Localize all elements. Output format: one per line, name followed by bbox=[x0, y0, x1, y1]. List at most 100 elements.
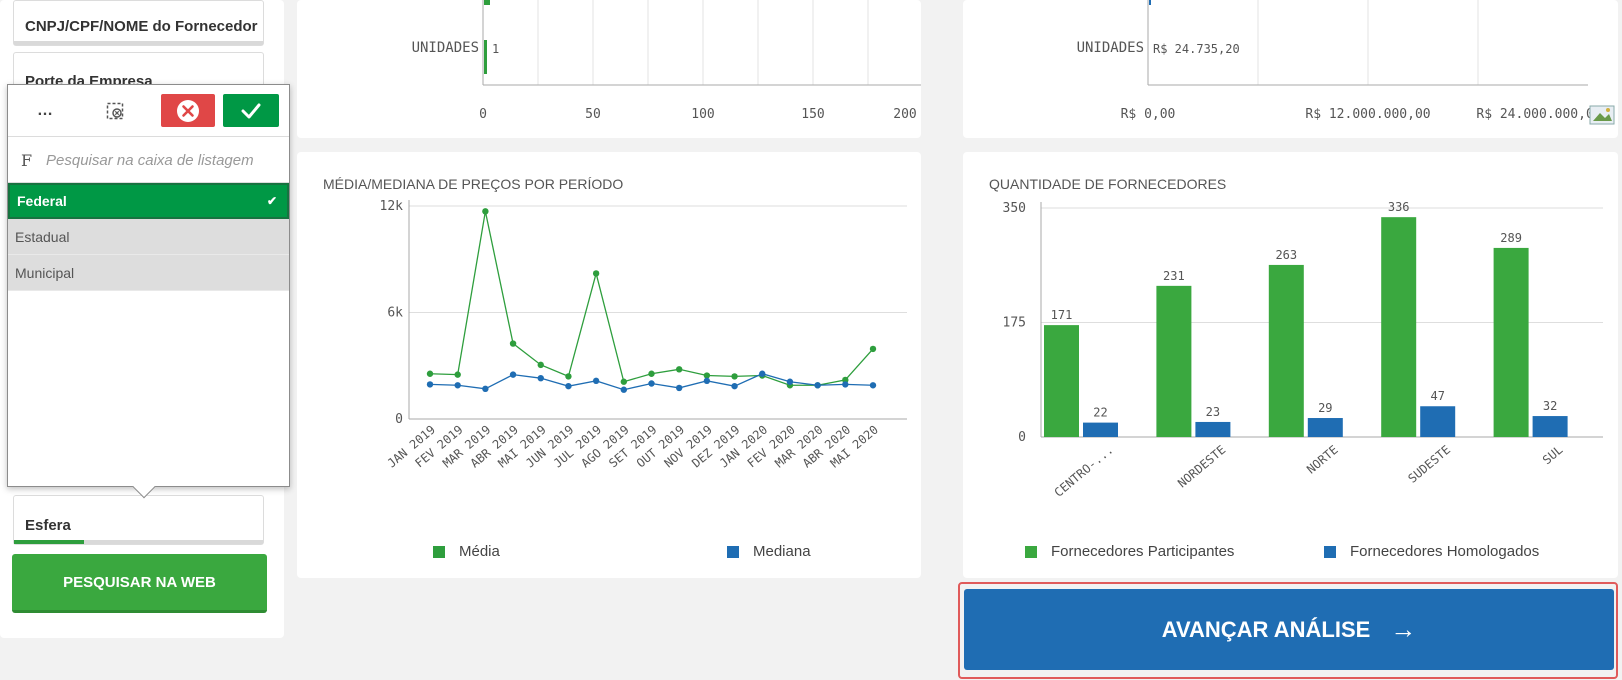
bar[interactable] bbox=[1156, 285, 1192, 437]
data-point[interactable] bbox=[620, 378, 628, 385]
data-point[interactable] bbox=[675, 366, 683, 373]
data-point[interactable] bbox=[814, 382, 821, 389]
listbox-item-label: Municipal bbox=[15, 265, 75, 281]
bar[interactable] bbox=[1044, 325, 1079, 437]
bar[interactable] bbox=[1420, 406, 1456, 437]
bar-value-label: 171 bbox=[1051, 308, 1073, 322]
legend-mediana[interactable]: Mediana bbox=[727, 543, 811, 560]
data-point[interactable] bbox=[482, 208, 489, 215]
data-point[interactable] bbox=[454, 382, 461, 389]
advance-analysis-button[interactable]: AVANÇAR ANÁLISE → bbox=[964, 589, 1614, 670]
x-tick-label: 150 bbox=[801, 107, 824, 122]
legend-homologados[interactable]: Fornecedores Homologados bbox=[1324, 543, 1539, 560]
data-point[interactable] bbox=[620, 386, 628, 393]
x-tick-label: R$ 24.000.000,00 bbox=[1476, 107, 1601, 122]
data-point[interactable] bbox=[592, 377, 600, 385]
data-point[interactable] bbox=[454, 371, 461, 378]
clear-selection-icon[interactable] bbox=[98, 94, 132, 127]
esfera-listbox-popup: … F Federal ✔ Estadual Mu bbox=[7, 84, 290, 499]
listbox-item-municipal[interactable]: Municipal bbox=[8, 255, 289, 291]
data-point[interactable] bbox=[675, 384, 683, 392]
data-point[interactable] bbox=[842, 381, 849, 388]
legend-swatch bbox=[1324, 545, 1336, 558]
bar[interactable] bbox=[1195, 421, 1231, 437]
cancel-selection-button[interactable] bbox=[161, 94, 215, 127]
listbox-search-input[interactable] bbox=[46, 147, 281, 173]
supplier-bar-chart: 0 175 350 171 22 CENTRO-... 231 23 NORDESTE 263 29… bbox=[1003, 200, 1603, 500]
bar-value-label: 29 bbox=[1318, 401, 1332, 415]
data-point[interactable] bbox=[565, 382, 572, 390]
x-tick-label: CENTRO-... bbox=[1052, 443, 1116, 500]
data-point[interactable] bbox=[869, 345, 877, 353]
legend-swatch bbox=[727, 545, 739, 558]
listbox-search: F bbox=[8, 137, 289, 183]
data-point[interactable] bbox=[537, 374, 544, 382]
bar[interactable] bbox=[1532, 416, 1568, 437]
cancel-icon bbox=[177, 99, 199, 122]
bar-value-label: 289 bbox=[1500, 231, 1522, 245]
bar[interactable] bbox=[1268, 264, 1304, 437]
confirm-selection-button[interactable] bbox=[223, 94, 279, 127]
x-tick-label: 0 bbox=[479, 107, 487, 122]
data-point[interactable] bbox=[482, 385, 489, 393]
listbox-item-label: Estadual bbox=[15, 229, 70, 245]
advance-analysis-label: AVANÇAR ANÁLISE bbox=[1161, 616, 1371, 642]
esfera-filter[interactable]: Esfera bbox=[13, 495, 264, 545]
listbox-item-federal[interactable]: Federal ✔ bbox=[8, 183, 289, 219]
x-tick-label: 200 bbox=[893, 107, 916, 122]
export-image-icon[interactable] bbox=[1589, 105, 1615, 125]
bar[interactable] bbox=[1381, 217, 1417, 437]
value-amount-label: R$ 24.735,20 bbox=[1153, 42, 1240, 56]
data-point[interactable] bbox=[537, 361, 544, 369]
search-web-button[interactable]: PESQUISAR NA WEB bbox=[12, 554, 267, 613]
data-point[interactable] bbox=[869, 382, 877, 389]
x-tick-label: SUDESTE bbox=[1405, 443, 1453, 486]
data-point[interactable] bbox=[703, 372, 711, 379]
advance-button-highlight bbox=[958, 582, 1618, 679]
supplier-count-panel: QUANTIDADE DE FORNECEDORES 0 175 350 171 22 C… bbox=[963, 152, 1618, 578]
bar-value-label: 231 bbox=[1163, 269, 1185, 283]
data-point[interactable] bbox=[565, 373, 572, 380]
data-point[interactable] bbox=[731, 382, 738, 390]
bar[interactable] bbox=[1083, 422, 1118, 437]
y-tick-label: 175 bbox=[1003, 316, 1026, 331]
data-point[interactable] bbox=[786, 378, 794, 385]
legend-media[interactable]: Média bbox=[433, 543, 500, 560]
top-bar bbox=[484, 0, 490, 5]
data-point[interactable] bbox=[703, 377, 711, 385]
value-category-label: UNIDADES bbox=[1077, 40, 1144, 56]
x-tick-label: NORTE bbox=[1304, 443, 1341, 477]
supplier-filter[interactable]: CNPJ/CPF/NOME do Fornecedor bbox=[13, 0, 264, 46]
data-point[interactable] bbox=[426, 370, 434, 377]
data-point[interactable] bbox=[648, 380, 655, 387]
esfera-filter-label: Esfera bbox=[25, 517, 71, 534]
y-tick-label: 0 bbox=[395, 412, 403, 427]
data-point[interactable] bbox=[592, 270, 600, 277]
supplier-filter-label: CNPJ/CPF/NOME do Fornecedor bbox=[25, 18, 258, 35]
y-tick-label: 12k bbox=[380, 199, 404, 214]
top-bar bbox=[1149, 0, 1151, 5]
bar[interactable] bbox=[1493, 247, 1529, 437]
units-value-label: 1 bbox=[492, 42, 499, 56]
data-point[interactable] bbox=[509, 371, 517, 378]
y-tick-label: 6k bbox=[387, 306, 403, 321]
data-point[interactable] bbox=[509, 340, 517, 347]
listbox-item-estadual[interactable]: Estadual bbox=[8, 219, 289, 255]
data-point[interactable] bbox=[842, 376, 849, 384]
legend-swatch bbox=[433, 545, 445, 558]
data-point[interactable] bbox=[648, 370, 655, 377]
legend-label: Mediana bbox=[753, 543, 811, 560]
legend-swatch bbox=[1025, 545, 1037, 558]
data-point[interactable] bbox=[731, 373, 738, 380]
more-options-icon[interactable]: … bbox=[37, 101, 53, 119]
legend-participantes[interactable]: Fornecedores Participantes bbox=[1025, 543, 1234, 560]
bar-value-label: 47 bbox=[1430, 389, 1444, 403]
bar[interactable] bbox=[1307, 418, 1343, 437]
data-point[interactable] bbox=[426, 381, 434, 388]
price-chart-title: MÉDIA/MEDIANA DE PREÇOS POR PERÍODO bbox=[323, 176, 624, 192]
units-bar bbox=[484, 40, 487, 74]
x-tick-label: 50 bbox=[585, 107, 601, 122]
bar-value-label: 32 bbox=[1543, 399, 1557, 413]
y-tick-label: 350 bbox=[1003, 201, 1026, 216]
data-point[interactable] bbox=[759, 370, 766, 377]
